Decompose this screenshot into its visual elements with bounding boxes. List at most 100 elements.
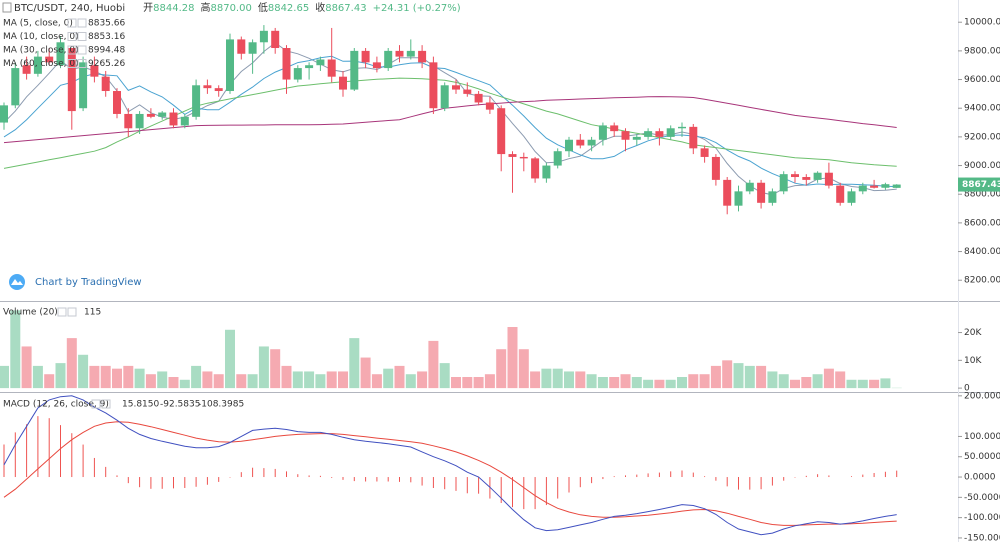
candle-body bbox=[259, 30, 268, 43]
close-icon bbox=[77, 18, 87, 28]
candle-body bbox=[485, 102, 494, 110]
volume-bar bbox=[145, 374, 156, 389]
candle-body bbox=[644, 131, 653, 137]
candle-body bbox=[723, 179, 732, 206]
volume-bar bbox=[202, 371, 213, 389]
y-tick-label: 8400.00 bbox=[964, 247, 1000, 257]
candle-body bbox=[531, 158, 540, 179]
volume-bar bbox=[643, 379, 654, 389]
volume-bar bbox=[270, 349, 281, 389]
volume-bar bbox=[360, 357, 371, 389]
watermark-icon bbox=[11, 279, 23, 285]
candle-body bbox=[146, 113, 155, 117]
volume-bar bbox=[767, 371, 778, 389]
volume-bar bbox=[66, 338, 77, 389]
candle-body bbox=[384, 50, 393, 69]
volume-bar bbox=[112, 368, 122, 389]
volume-bar bbox=[835, 371, 846, 389]
candle-body bbox=[56, 42, 65, 66]
change: +24.31 (+0.27%) bbox=[373, 3, 461, 14]
volume-bar bbox=[304, 371, 315, 389]
candle-body bbox=[565, 139, 573, 152]
volume-bar bbox=[134, 368, 145, 389]
volume-bar bbox=[869, 379, 880, 389]
ohlc-label: 低 bbox=[258, 1, 268, 14]
candle-body bbox=[395, 50, 404, 57]
volume-bar bbox=[428, 340, 439, 389]
volume-bar bbox=[597, 377, 608, 389]
volume-bar bbox=[530, 371, 541, 389]
volume-bar bbox=[609, 377, 620, 389]
candle-body bbox=[124, 113, 133, 129]
volume-bar bbox=[688, 374, 699, 389]
price-tag-label: 8867.43 bbox=[962, 180, 1000, 190]
candle-body bbox=[271, 30, 280, 49]
volume-bar bbox=[258, 346, 269, 389]
header: BTC/USDT, 240, Huobi 开8844.28 高8870.00 低884… bbox=[14, 1, 461, 14]
ma-line bbox=[3, 96, 897, 144]
candle-body bbox=[226, 39, 234, 92]
y-tick-label: 9400.00 bbox=[964, 104, 1000, 114]
ma-line bbox=[3, 55, 897, 188]
candle-body bbox=[452, 85, 460, 90]
price-tag bbox=[958, 177, 1000, 192]
candle-body bbox=[135, 113, 144, 129]
candle-body bbox=[553, 151, 562, 166]
candle-body bbox=[429, 62, 438, 109]
volume-bar bbox=[439, 363, 450, 389]
volume-bar bbox=[247, 374, 258, 389]
volume-bar bbox=[496, 349, 507, 389]
volume-bar bbox=[756, 365, 767, 389]
candle-body bbox=[678, 126, 686, 129]
candle-body bbox=[316, 59, 325, 66]
symbol-title: BTC/USDT, 240, Huobi bbox=[14, 3, 125, 14]
volume-bar bbox=[179, 379, 190, 389]
candle-body bbox=[203, 85, 212, 89]
candle-body bbox=[519, 156, 528, 159]
candle-body bbox=[248, 42, 257, 54]
y-tick-label: 10000.00 bbox=[964, 18, 1000, 28]
volume-bar bbox=[699, 374, 710, 389]
legend-value: 8835.66 bbox=[88, 19, 125, 29]
volume-bar bbox=[168, 377, 179, 389]
signal-line bbox=[3, 421, 897, 526]
volume-bar bbox=[507, 327, 518, 389]
volume-bar bbox=[518, 349, 529, 389]
close-icon bbox=[77, 32, 87, 41]
ma-line bbox=[3, 77, 897, 169]
volume-bar bbox=[541, 368, 552, 389]
candle-body bbox=[67, 48, 76, 112]
legend-label: MACD (12, 26, close, 9) bbox=[3, 400, 109, 410]
volume-bar bbox=[89, 365, 100, 389]
y-tick-label: -150.0000 bbox=[964, 533, 1000, 542]
candle-body bbox=[463, 89, 472, 94]
y-tick-label: 50.0000 bbox=[964, 452, 1000, 462]
volume-bar bbox=[349, 338, 360, 389]
volume-bar bbox=[665, 379, 676, 389]
volume-bar bbox=[654, 379, 665, 389]
volume-bar bbox=[123, 365, 134, 389]
candle-body bbox=[892, 184, 901, 188]
candle-body bbox=[768, 191, 777, 203]
volume-bar bbox=[315, 374, 326, 389]
volume-bar bbox=[744, 365, 755, 389]
candle-body bbox=[0, 105, 8, 123]
volume-bar bbox=[823, 368, 834, 389]
y-tick-label: -50.0000 bbox=[964, 493, 1000, 503]
legend-value: 8994.48 bbox=[88, 46, 125, 56]
ohlc-label: 开 bbox=[143, 3, 153, 14]
volume-bar bbox=[371, 374, 382, 389]
legend-value: 15.8150 bbox=[122, 400, 159, 410]
candle-body bbox=[632, 136, 641, 140]
volume-bar bbox=[405, 374, 416, 389]
volume-bar bbox=[552, 368, 563, 389]
close-icon bbox=[101, 399, 111, 409]
volume-bar bbox=[484, 374, 495, 389]
volume-bar bbox=[32, 365, 43, 389]
volume-bar bbox=[801, 377, 812, 389]
legend-value: -92.5835 bbox=[160, 400, 200, 410]
volume-bar bbox=[44, 374, 55, 389]
candle-body bbox=[282, 48, 291, 80]
watermark bbox=[9, 274, 25, 290]
volume-bar bbox=[631, 377, 642, 389]
